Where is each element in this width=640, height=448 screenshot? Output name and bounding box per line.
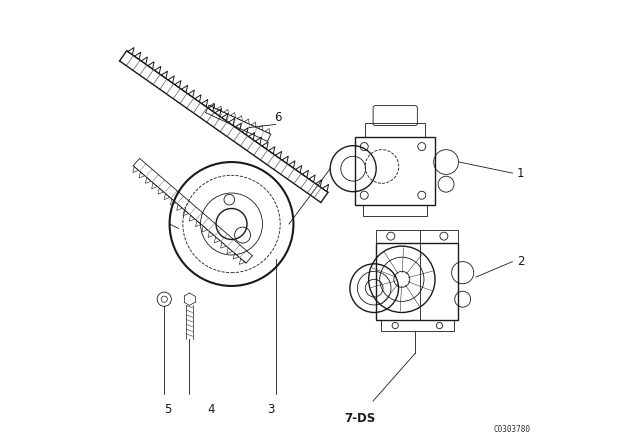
- Bar: [376, 243, 458, 320]
- Text: 7-DS: 7-DS: [344, 412, 376, 425]
- Text: 3: 3: [268, 403, 275, 416]
- Bar: [376, 229, 458, 243]
- Bar: [364, 205, 427, 216]
- Bar: [365, 123, 425, 137]
- Text: 6: 6: [274, 111, 282, 124]
- Text: 2: 2: [517, 255, 524, 268]
- Text: C0303780: C0303780: [493, 425, 530, 434]
- Text: 4: 4: [208, 403, 215, 416]
- Bar: [355, 137, 435, 205]
- Bar: [381, 320, 454, 331]
- Text: 5: 5: [164, 403, 171, 416]
- Text: 1: 1: [517, 167, 524, 180]
